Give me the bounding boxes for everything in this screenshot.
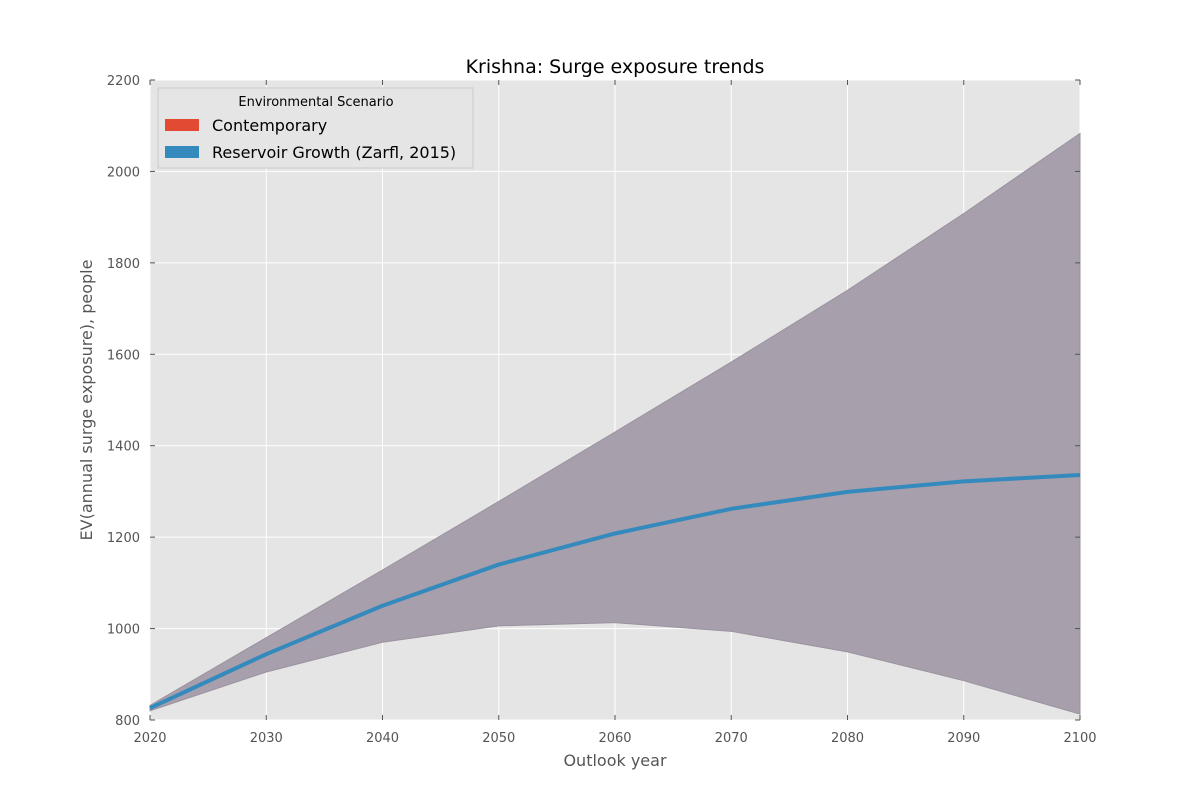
legend-label-reservoir-growth: Reservoir Growth (Zarfl, 2015) bbox=[212, 143, 456, 162]
y-tick-label: 2200 bbox=[107, 74, 140, 89]
x-tick-label: 2040 bbox=[366, 731, 399, 746]
legend: Environmental Scenario Contemporary Rese… bbox=[157, 87, 474, 169]
y-tick-labels: 800 1000 1200 1400 1600 1800 2000 2200 bbox=[107, 74, 140, 729]
y-axis-label: EV(annual surge exposure), people bbox=[77, 260, 96, 541]
x-tick-label: 2080 bbox=[831, 731, 864, 746]
y-tick-label: 1400 bbox=[107, 440, 140, 455]
x-tick-labels: 2020 2030 2040 2050 2060 2070 2080 2090 2100 bbox=[133, 731, 1096, 746]
series-line-reservoir-growth bbox=[149, 472, 1081, 710]
series-lines bbox=[149, 472, 1081, 710]
x-tick-label: 2070 bbox=[715, 731, 748, 746]
x-tick-label: 2020 bbox=[133, 731, 166, 746]
legend-title: Environmental Scenario bbox=[238, 95, 393, 110]
legend-swatch-contemporary bbox=[165, 119, 199, 131]
chart-title: Krishna: Surge exposure trends bbox=[466, 56, 765, 78]
x-tick-label: 2090 bbox=[947, 731, 980, 746]
legend-label-contemporary: Contemporary bbox=[212, 116, 327, 135]
y-tick-label: 1200 bbox=[107, 531, 140, 546]
x-tick-label: 2100 bbox=[1063, 731, 1096, 746]
x-tick-label: 2060 bbox=[598, 731, 631, 746]
x-tick-label: 2030 bbox=[250, 731, 283, 746]
y-tick-label: 1800 bbox=[107, 257, 140, 272]
uncertainty-band bbox=[149, 132, 1081, 715]
y-tick-label: 800 bbox=[115, 714, 140, 729]
y-tick-label: 1600 bbox=[107, 348, 140, 363]
x-tick-label: 2050 bbox=[482, 731, 515, 746]
legend-swatch-reservoir-growth bbox=[165, 146, 199, 158]
uncertainty-band-area bbox=[149, 132, 1081, 715]
legend-box bbox=[157, 87, 474, 169]
x-axis-label: Outlook year bbox=[563, 751, 667, 770]
y-tick-label: 1000 bbox=[107, 623, 140, 638]
y-tick-label: 2000 bbox=[107, 165, 140, 180]
axis-ticks bbox=[149, 79, 1081, 721]
